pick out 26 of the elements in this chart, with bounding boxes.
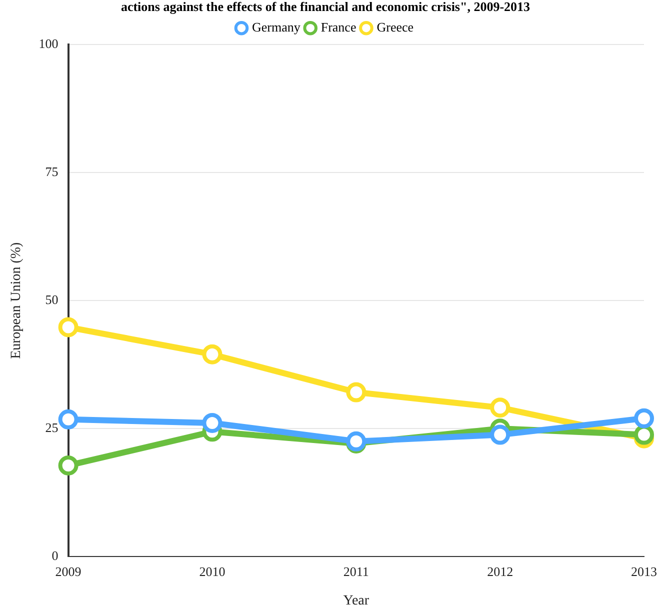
legend-label: Greece: [376, 20, 414, 35]
x-tick-label: 2011: [343, 564, 369, 579]
point: [58, 409, 78, 430]
point: [634, 408, 654, 428]
point: [634, 424, 654, 445]
point: [490, 398, 510, 418]
y-tick-label: 0: [52, 548, 58, 564]
x-tick-label: 2009: [55, 564, 82, 579]
x-axis-title: Year: [343, 593, 370, 608]
y-tick-label: 100: [38, 36, 58, 52]
legend-label: France: [320, 20, 356, 35]
y-tick-label: 75: [45, 164, 58, 180]
x-tick-label: 2010: [199, 564, 226, 579]
point: [202, 344, 222, 364]
chart-title: actions against the effects of the financial and economic crisis", 2009-2013: [120, 0, 531, 14]
point: [346, 382, 366, 402]
y-tick-label: 25: [45, 420, 58, 436]
point: [58, 455, 78, 476]
point: [58, 317, 78, 338]
x-tick-label: 2012: [487, 564, 514, 579]
point: [202, 412, 222, 433]
point: [490, 424, 510, 445]
y-axis-title: European Union (%): [9, 242, 24, 359]
legend-label: Germany: [252, 20, 301, 35]
y-tick-label: 50: [45, 292, 58, 308]
x-tick-label: 2013: [631, 564, 657, 579]
